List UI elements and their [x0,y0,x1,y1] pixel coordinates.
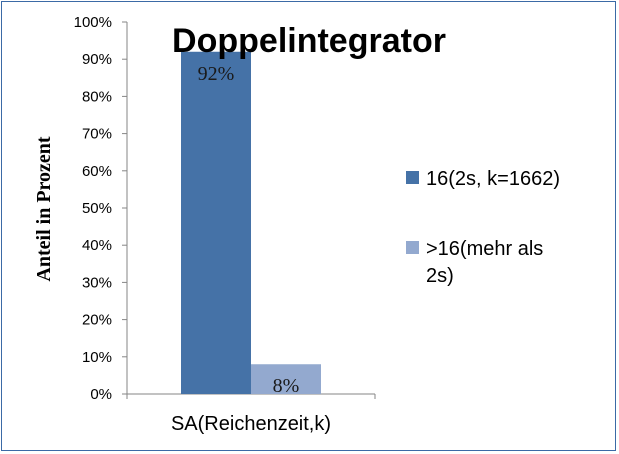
y-tick-label: 40% [82,237,112,254]
legend-swatch-1 [406,171,419,184]
x-category-label: SA(Reichenzeit,k) [171,413,331,435]
bar-2 [251,364,321,394]
y-tick-label: 100% [74,14,112,31]
data-label-1: 92% [198,63,235,85]
y-tick-label: 60% [82,163,112,180]
y-tick-label: 20% [82,312,112,329]
y-axis-label: Anteil in Prozent [33,136,55,282]
y-tick-label: 30% [82,274,112,291]
data-label-2: 8% [273,375,300,397]
legend-label-2: >16(mehr als 2s) [426,238,543,287]
legend-label-1: 16(2s, k=1662) [426,168,560,190]
bar-1 [181,51,251,394]
y-tick-label: 10% [82,349,112,366]
y-tick-label: 80% [82,88,112,105]
y-tick-label: 70% [82,126,112,143]
chart-title: Doppelintegrator [172,22,446,60]
y-tick-label: 90% [82,51,112,68]
y-tick-label: 0% [90,386,112,403]
legend-swatch-2 [406,241,419,254]
y-tick-label: 50% [82,200,112,217]
